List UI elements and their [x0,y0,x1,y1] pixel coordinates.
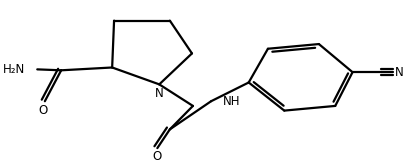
Text: H₂N: H₂N [3,63,25,76]
Text: O: O [153,150,162,163]
Text: N: N [395,66,404,79]
Text: N: N [155,87,164,100]
Text: NH: NH [223,95,240,108]
Text: O: O [38,103,48,117]
